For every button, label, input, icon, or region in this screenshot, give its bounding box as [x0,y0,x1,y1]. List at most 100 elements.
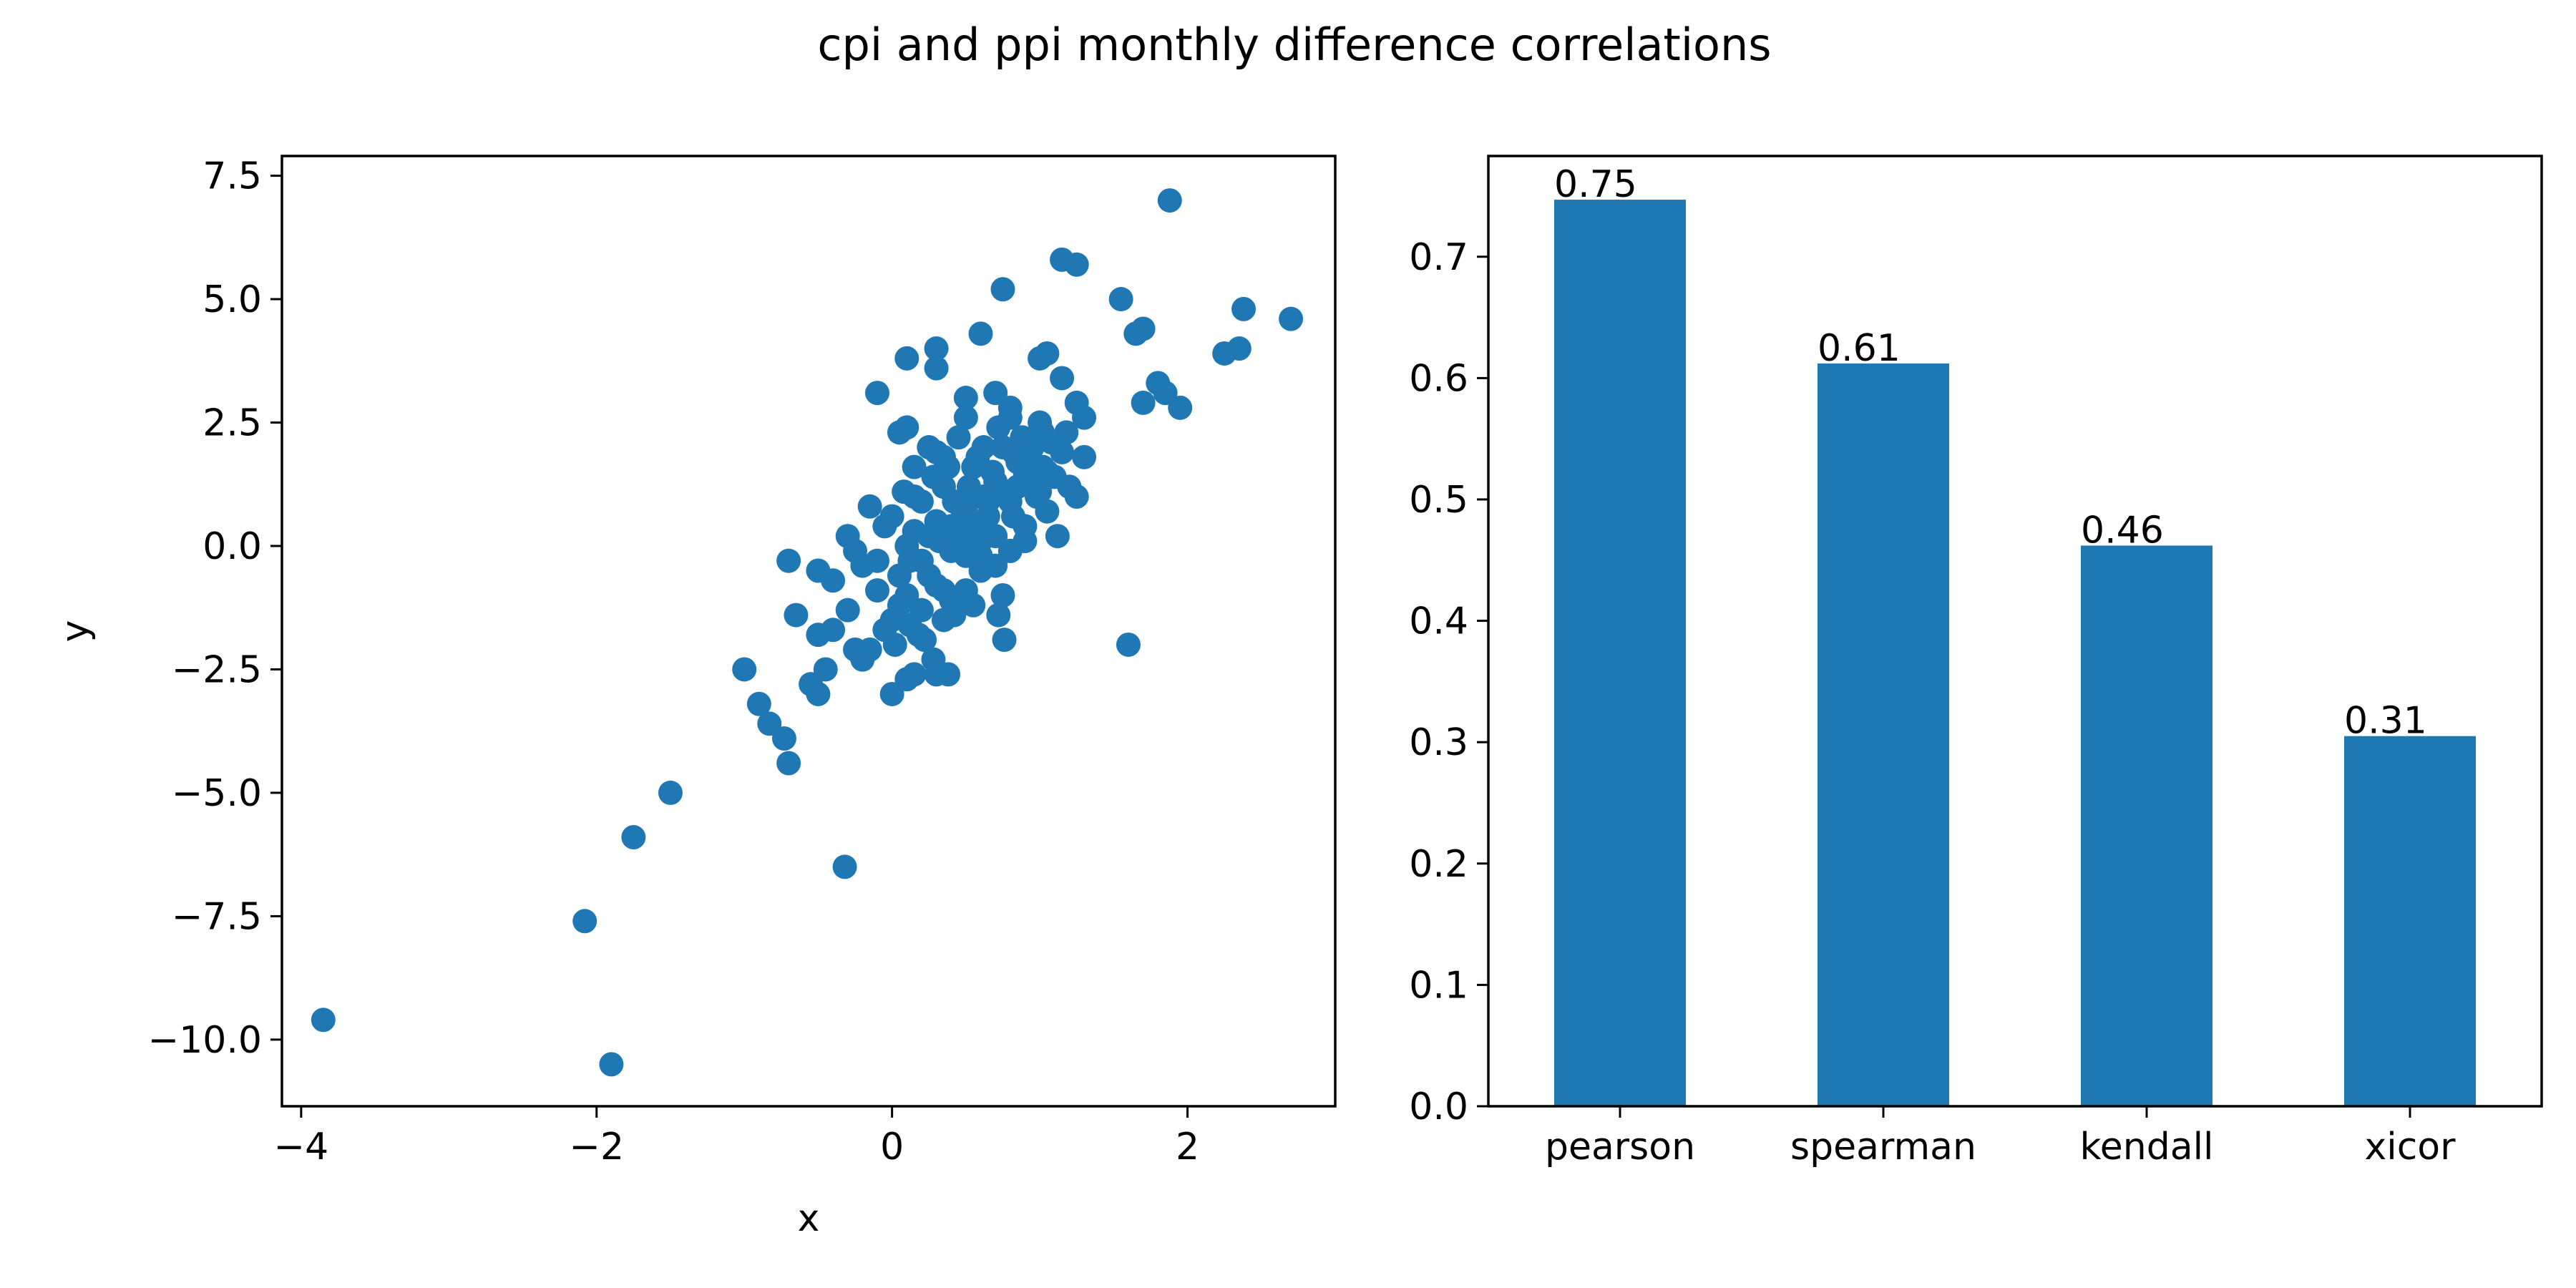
scatter-point [894,533,919,558]
x-tick-label: xicor [2364,1126,2456,1169]
scatter-point [921,647,946,672]
scatter-point [1005,474,1030,499]
scatter-x-axis: −4 −2 0 2 [274,1106,1199,1169]
scatter-point [621,825,646,850]
scatter-point [1028,479,1053,504]
y-tick-label: 2.5 [203,402,262,445]
scatter-point [1045,524,1070,549]
scatter-point [1035,459,1060,484]
scatter-point [924,336,949,361]
scatter-point [1131,390,1156,415]
scatter-point [953,405,978,430]
scatter-point [1131,316,1156,341]
scatter-point [909,548,934,573]
scatter-point [953,386,978,411]
scatter-point [983,381,1008,406]
scatter-point [757,711,782,736]
scatter-point [776,751,801,776]
scatter-point [1072,405,1097,430]
scatter-point [732,657,757,682]
scatter-point [1000,439,1025,464]
y-tick-label: 0.4 [1409,600,1468,643]
scatter-point [1064,252,1089,277]
scatter-point [776,548,801,573]
scatter-point [942,489,967,514]
y-tick-label: 0.7 [1409,236,1468,279]
y-tick-label: 0.2 [1409,843,1468,886]
scatter-point [784,602,809,628]
scatter-point [992,628,1017,653]
scatter-point [771,726,796,751]
x-tick-label: 2 [1176,1126,1199,1169]
scatter-point [894,415,919,440]
bar-data-label: 0.31 [2344,700,2427,743]
scatter-point [806,681,831,706]
x-tick-label: pearson [1545,1126,1695,1169]
scatter-point [821,618,846,643]
scatter-point [599,1052,624,1077]
y-tick-label: −2.5 [172,648,262,691]
scatter-point [1054,420,1079,445]
scatter-point [1231,296,1256,321]
scatter-point [1279,306,1304,331]
x-tick-label: 0 [880,1126,904,1169]
scatter-point [912,628,937,653]
scatter-point [835,597,860,623]
bar [1554,200,1686,1106]
bar [2344,736,2476,1106]
scatter-point [865,578,889,603]
y-tick-label: 5.0 [203,278,262,321]
scatter-point [931,444,956,469]
scatter-point [1072,444,1097,469]
scatter-point [1035,341,1060,366]
scatter-y-axis: −10.0 −7.5 −5.0 −2.5 0.0 2.5 5.0 7.5 [148,155,282,1062]
y-tick-label: 0.3 [1409,721,1468,764]
x-tick-label: kendall [2080,1126,2214,1169]
bar-axes-frame [1487,155,2543,1108]
scatter-point [946,519,971,544]
figure-title: cpi and ppi monthly difference correlati… [817,19,1771,71]
scatter-point [902,454,927,479]
scatter-point [924,356,949,381]
scatter-plot: −4 −2 0 2 −10.0 −7.5 −5.0 −2.5 0.0 2.5 5.0 7.5 x y [54,155,1337,1240]
scatter-point [975,504,1000,529]
scatter-point [931,608,956,633]
scatter-point [821,568,846,593]
scatter-points [311,188,1304,1077]
scatter-point [857,494,882,519]
scatter-point [1168,395,1193,420]
scatter-y-axis-label: y [54,620,97,643]
scatter-point [990,582,1015,608]
scatter-x-axis-label: x [798,1197,820,1240]
scatter-point [917,524,942,549]
bar-data-label: 0.46 [2081,509,2164,552]
scatter-point [946,425,971,450]
y-tick-label: 0.0 [1409,1085,1468,1128]
scatter-point [990,277,1015,302]
bar-data-labels: 0.75 0.61 0.46 0.31 [1554,163,2427,743]
scatter-point [865,381,889,406]
scatter-point [983,553,1008,578]
scatter-point [1153,381,1178,406]
scatter-point [936,662,961,687]
scatter-point [879,504,904,529]
scatter-point [997,395,1023,420]
y-tick-label: 0.5 [1409,479,1468,522]
scatter-point [1108,287,1133,312]
scatter-point [865,548,889,573]
scatter-point [1030,420,1055,445]
bar-y-axis: 0.0 0.1 0.2 0.3 0.4 0.5 0.6 0.7 [1409,236,1488,1128]
scatter-point [1050,439,1075,464]
scatter-point [961,592,986,618]
scatter-point [1226,336,1252,361]
y-tick-label: −7.5 [172,895,262,938]
scatter-point [902,662,927,687]
y-tick-label: 0.6 [1409,357,1468,400]
x-tick-label: −4 [274,1126,329,1169]
scatter-point [894,346,919,371]
scatter-point [971,484,996,509]
bars [1554,200,2476,1107]
x-tick-label: spearman [1790,1126,1976,1169]
scatter-point [897,613,922,638]
